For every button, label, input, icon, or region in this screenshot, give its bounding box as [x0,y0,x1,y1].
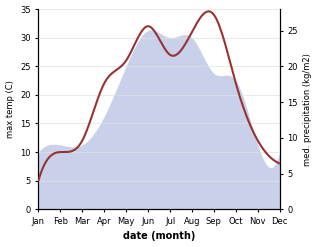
Y-axis label: med. precipitation (kg/m2): med. precipitation (kg/m2) [303,53,313,165]
X-axis label: date (month): date (month) [123,231,195,242]
Y-axis label: max temp (C): max temp (C) [5,80,15,138]
